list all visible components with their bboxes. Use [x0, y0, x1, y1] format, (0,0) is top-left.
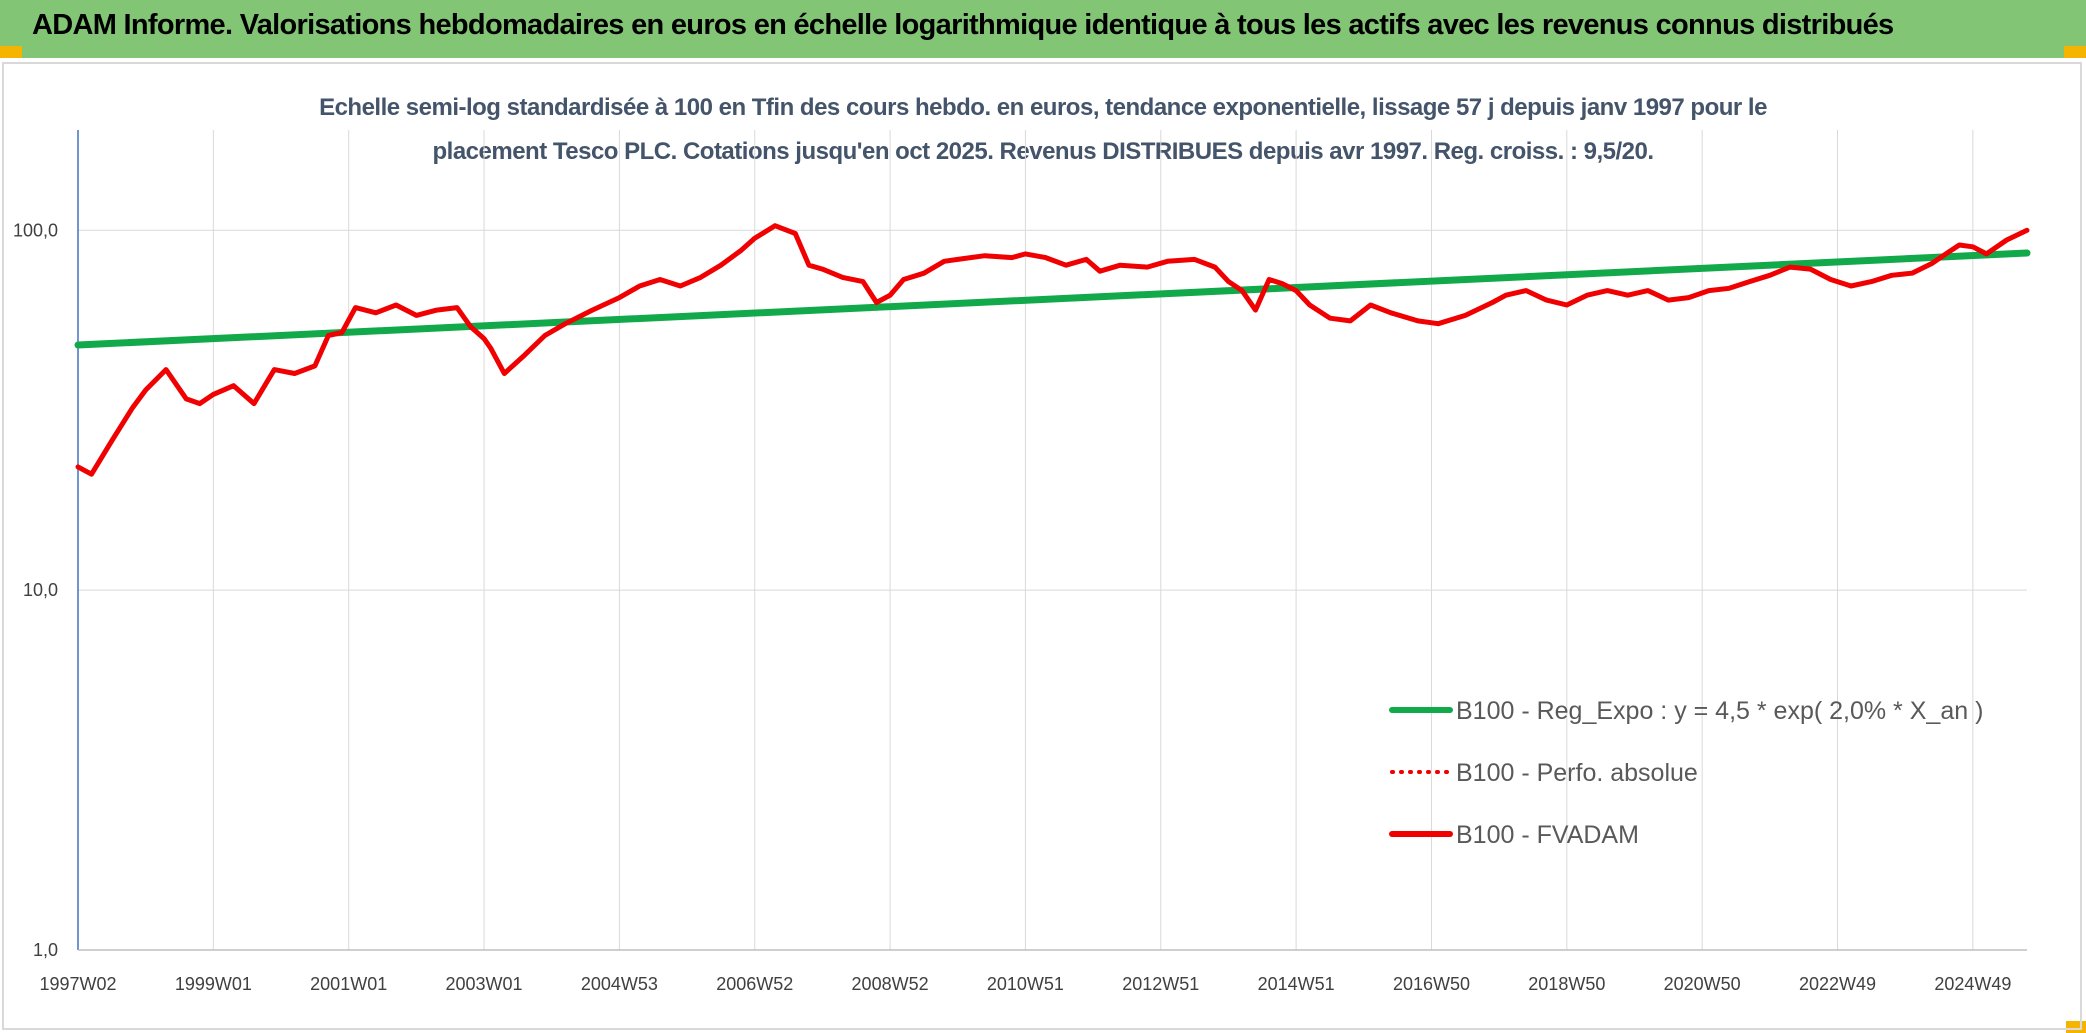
chart-title-line-1: Echelle semi-log standardisée à 100 en T… [319, 94, 1767, 121]
trend-series-line [74, 249, 2031, 349]
legend-label: B100 - Reg_Expo : y = 4,5 * exp( 2,0% * … [1456, 697, 1983, 725]
x-tick-label: 2024W49 [1934, 974, 2011, 994]
y-tick-label: 10,0 [23, 580, 58, 600]
y-tick-label: 100,0 [13, 220, 58, 240]
axes: 1997W02 1999W01 2001W01 2003W01 2004W53 2006W… [13, 130, 2027, 994]
header-bar: ADAM Informe. Valorisations hebdomadaire… [0, 0, 2086, 58]
chart-title-line-2: placement Tesco PLC. Cotations jusqu'en … [432, 138, 1654, 165]
legend-label: B100 - FVADAM [1456, 821, 1639, 849]
y-tick-label: 1,0 [33, 940, 58, 960]
x-tick-label: 2014W51 [1258, 974, 1335, 994]
x-tick-label: 2022W49 [1799, 974, 1876, 994]
x-tick-label: 2020W50 [1664, 974, 1741, 994]
legend: B100 - Reg_Expo : y = 4,5 * exp( 2,0% * … [1389, 697, 1983, 849]
header-title: ADAM Informe. Valorisations hebdomadaire… [32, 9, 1894, 41]
corner-accent-left [0, 46, 22, 58]
legend-label: B100 - Perfo. absolue [1456, 759, 1698, 787]
x-tick-label: 1999W01 [175, 974, 252, 994]
price-series-line [75, 223, 2030, 477]
series-lines [74, 223, 2031, 477]
x-tick-label: 2012W51 [1122, 974, 1199, 994]
x-tick-label: 2010W51 [987, 974, 1064, 994]
x-tick-label: 2006W52 [716, 974, 793, 994]
chart-title: Echelle semi-log standardisée à 100 en T… [150, 86, 1936, 174]
x-tick-label: 2001W01 [310, 974, 387, 994]
x-tick-label: 1997W02 [39, 974, 116, 994]
x-tick-label: 2008W52 [852, 974, 929, 994]
x-tick-label: 2003W01 [446, 974, 523, 994]
corner-accent-right [2064, 46, 2086, 58]
grid-lines [78, 130, 2027, 951]
x-tick-label: 2004W53 [581, 974, 658, 994]
x-tick-label: 2018W50 [1528, 974, 1605, 994]
chart-frame [2, 62, 2082, 1030]
x-tick-label: 2016W50 [1393, 974, 1470, 994]
